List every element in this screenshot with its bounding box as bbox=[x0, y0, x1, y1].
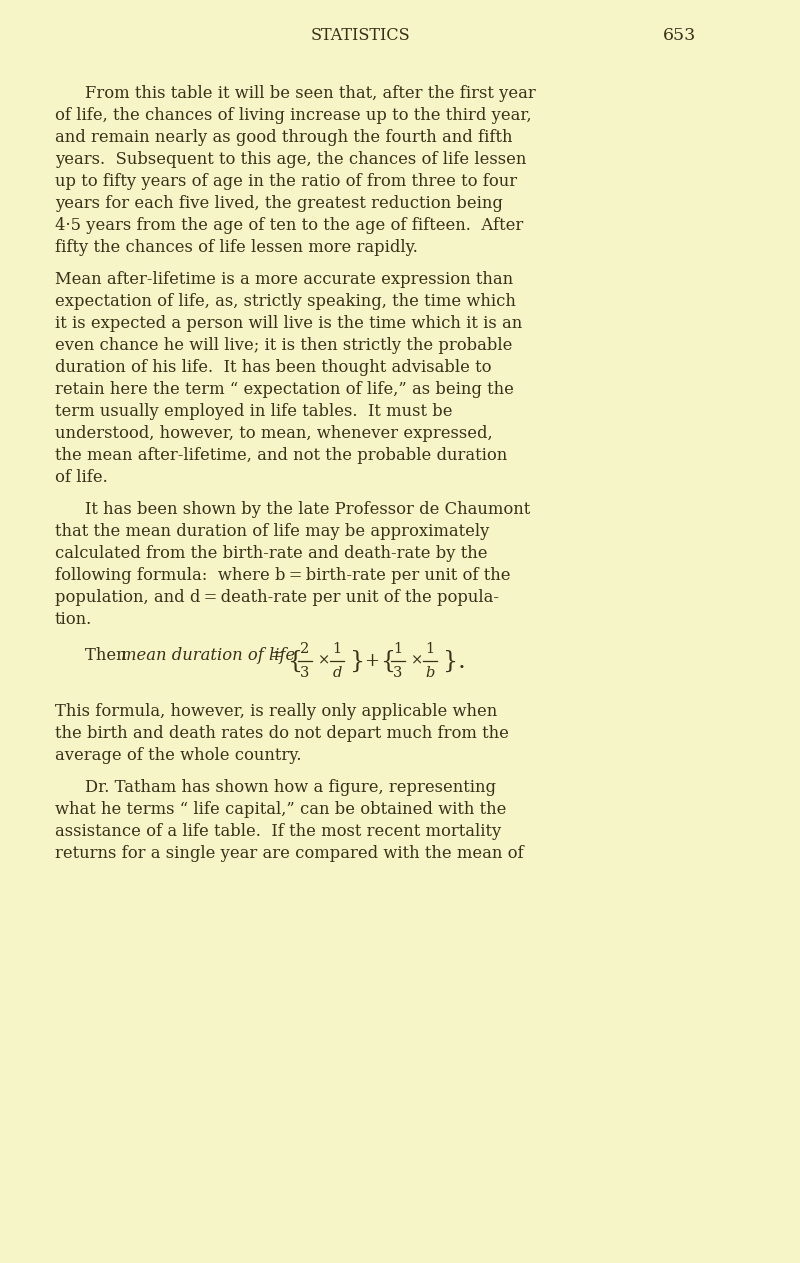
Text: }.: }. bbox=[443, 649, 466, 672]
Text: Dr. Tatham has shown how a figure, representing: Dr. Tatham has shown how a figure, repre… bbox=[85, 779, 496, 796]
Text: STATISTICS: STATISTICS bbox=[310, 27, 410, 43]
Text: ×: × bbox=[411, 654, 423, 668]
Text: understood, however, to mean, whenever expressed,: understood, however, to mean, whenever e… bbox=[55, 426, 493, 442]
Text: of life.: of life. bbox=[55, 469, 108, 486]
Text: term usually employed in life tables.  It must be: term usually employed in life tables. It… bbox=[55, 403, 453, 421]
Text: it is expected a person will live is the time which it is an: it is expected a person will live is the… bbox=[55, 314, 522, 332]
Text: +: + bbox=[364, 652, 379, 669]
Text: 1: 1 bbox=[394, 642, 402, 655]
Text: what he terms “ life capital,” can be obtained with the: what he terms “ life capital,” can be ob… bbox=[55, 801, 506, 818]
Text: calculated from the birth-rate and death-rate by the: calculated from the birth-rate and death… bbox=[55, 546, 487, 562]
Text: 3: 3 bbox=[300, 666, 310, 679]
Text: 1: 1 bbox=[426, 642, 434, 655]
Text: the mean after-lifetime, and not the probable duration: the mean after-lifetime, and not the pro… bbox=[55, 447, 507, 464]
Text: up to fifty years of age in the ratio of from three to four: up to fifty years of age in the ratio of… bbox=[55, 173, 517, 189]
Text: assistance of a life table.  If the most recent mortality: assistance of a life table. If the most … bbox=[55, 823, 502, 840]
Text: and remain nearly as good through the fourth and fifth: and remain nearly as good through the fo… bbox=[55, 129, 513, 147]
Text: years for each five lived, the greatest reduction being: years for each five lived, the greatest … bbox=[55, 195, 503, 212]
Text: mean duration of life: mean duration of life bbox=[121, 647, 295, 664]
Text: This formula, however, is really only applicable when: This formula, however, is really only ap… bbox=[55, 703, 498, 720]
Text: even chance he will live; it is then strictly the probable: even chance he will live; it is then str… bbox=[55, 337, 512, 354]
Text: From this table it will be seen that, after the first year: From this table it will be seen that, af… bbox=[85, 85, 536, 102]
Text: }: } bbox=[350, 649, 365, 672]
Text: =: = bbox=[269, 647, 282, 664]
Text: the birth and death rates do not depart much from the: the birth and death rates do not depart … bbox=[55, 725, 509, 741]
Text: of life, the chances of living increase up to the third year,: of life, the chances of living increase … bbox=[55, 107, 532, 124]
Text: expectation of life, as, strictly speaking, the time which: expectation of life, as, strictly speaki… bbox=[55, 293, 516, 309]
Text: ×: × bbox=[318, 654, 330, 668]
Text: duration of his life.  It has been thought advisable to: duration of his life. It has been though… bbox=[55, 359, 491, 376]
Text: 2: 2 bbox=[300, 642, 310, 655]
Text: Mean after-lifetime is a more accurate expression than: Mean after-lifetime is a more accurate e… bbox=[55, 272, 513, 288]
Text: 653: 653 bbox=[663, 27, 697, 43]
Text: fifty the chances of life lessen more rapidly.: fifty the chances of life lessen more ra… bbox=[55, 239, 418, 256]
Text: average of the whole country.: average of the whole country. bbox=[55, 746, 302, 764]
Text: It has been shown by the late Professor de Chaumont: It has been shown by the late Professor … bbox=[85, 501, 530, 518]
Text: 1: 1 bbox=[333, 642, 342, 655]
Text: years.  Subsequent to this age, the chances of life lessen: years. Subsequent to this age, the chanc… bbox=[55, 152, 526, 168]
Text: 4·5 years from the age of ten to the age of fifteen.  After: 4·5 years from the age of ten to the age… bbox=[55, 217, 523, 234]
Text: following formula:  where b = birth-rate per unit of the: following formula: where b = birth-rate … bbox=[55, 567, 510, 584]
Text: 3: 3 bbox=[394, 666, 402, 679]
Text: Then: Then bbox=[85, 647, 132, 664]
Text: retain here the term “ expectation of life,” as being the: retain here the term “ expectation of li… bbox=[55, 381, 514, 398]
Text: b: b bbox=[426, 666, 434, 679]
Text: tion.: tion. bbox=[55, 611, 92, 628]
Text: {: { bbox=[380, 649, 395, 672]
Text: population, and d = death-rate per unit of the popula-: population, and d = death-rate per unit … bbox=[55, 589, 499, 606]
Text: d: d bbox=[332, 666, 342, 679]
Text: returns for a single year are compared with the mean of: returns for a single year are compared w… bbox=[55, 845, 524, 863]
Text: that the mean duration of life may be approximately: that the mean duration of life may be ap… bbox=[55, 523, 490, 541]
Text: {: { bbox=[287, 649, 302, 672]
